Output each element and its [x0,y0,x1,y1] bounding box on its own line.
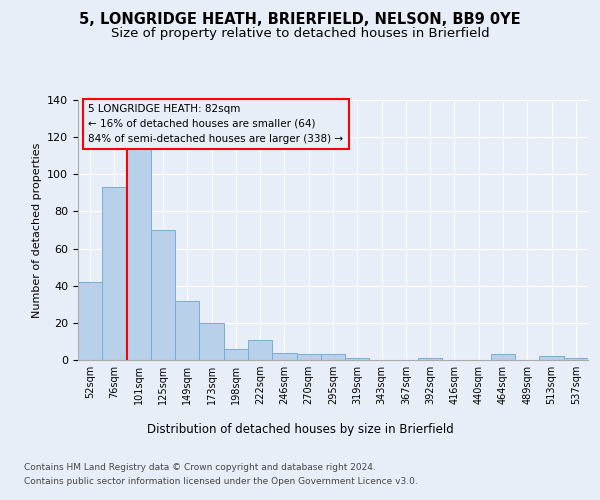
Bar [491,354,515,360]
Bar [248,340,272,360]
Bar [175,300,199,360]
Bar [102,188,127,360]
Y-axis label: Number of detached properties: Number of detached properties [32,142,41,318]
Text: Distribution of detached houses by size in Brierfield: Distribution of detached houses by size … [146,422,454,436]
Bar [296,354,321,360]
Text: Size of property relative to detached houses in Brierfield: Size of property relative to detached ho… [110,28,490,40]
Bar [127,144,151,360]
Bar [321,354,345,360]
Bar [539,356,564,360]
Bar [199,323,224,360]
Bar [418,358,442,360]
Bar [564,358,588,360]
Bar [345,358,370,360]
Bar [272,352,296,360]
Bar [151,230,175,360]
Bar [78,282,102,360]
Text: 5 LONGRIDGE HEATH: 82sqm
← 16% of detached houses are smaller (64)
84% of semi-d: 5 LONGRIDGE HEATH: 82sqm ← 16% of detach… [88,104,343,144]
Text: Contains public sector information licensed under the Open Government Licence v3: Contains public sector information licen… [24,478,418,486]
Text: 5, LONGRIDGE HEATH, BRIERFIELD, NELSON, BB9 0YE: 5, LONGRIDGE HEATH, BRIERFIELD, NELSON, … [79,12,521,28]
Text: Contains HM Land Registry data © Crown copyright and database right 2024.: Contains HM Land Registry data © Crown c… [24,462,376,471]
Bar [224,349,248,360]
